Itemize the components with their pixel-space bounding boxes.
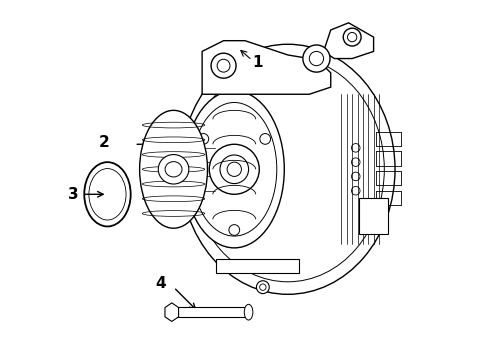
Circle shape — [256, 281, 270, 294]
Circle shape — [211, 53, 236, 78]
Ellipse shape — [181, 44, 395, 294]
Text: 1: 1 — [252, 55, 263, 69]
Polygon shape — [359, 198, 388, 234]
Ellipse shape — [158, 154, 189, 184]
Ellipse shape — [245, 304, 253, 320]
Text: 3: 3 — [68, 187, 79, 202]
Ellipse shape — [140, 111, 207, 228]
Text: 2: 2 — [98, 135, 109, 150]
Circle shape — [303, 45, 330, 72]
Polygon shape — [202, 41, 331, 94]
Ellipse shape — [184, 91, 284, 248]
Polygon shape — [323, 23, 373, 59]
Text: 4: 4 — [156, 276, 167, 291]
Polygon shape — [217, 258, 298, 273]
Polygon shape — [165, 303, 178, 321]
Circle shape — [343, 28, 361, 46]
Circle shape — [209, 144, 259, 194]
Polygon shape — [170, 307, 248, 317]
